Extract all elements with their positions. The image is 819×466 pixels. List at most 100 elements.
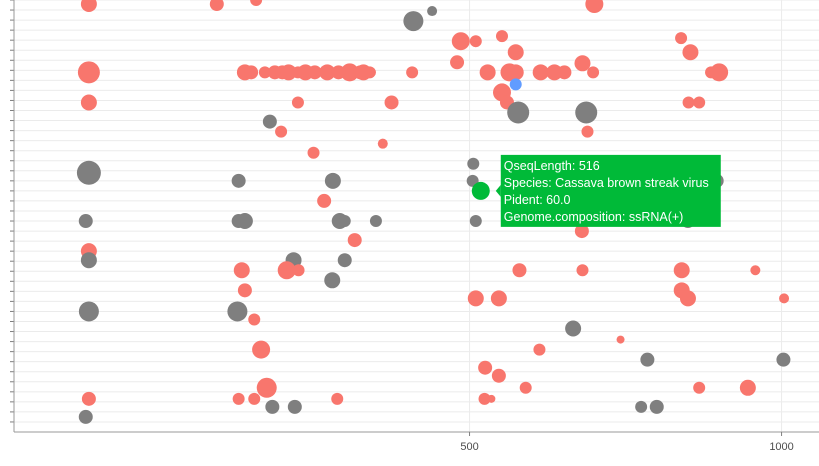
data-point[interactable] (471, 181, 490, 200)
data-point[interactable] (231, 173, 246, 188)
data-point[interactable] (232, 392, 245, 405)
data-point[interactable] (333, 66, 346, 79)
data-point[interactable] (507, 64, 524, 81)
data-point[interactable] (576, 264, 589, 277)
data-point[interactable] (258, 66, 271, 79)
data-point[interactable] (78, 214, 93, 229)
data-point[interactable] (587, 66, 600, 79)
data-point[interactable] (574, 224, 589, 239)
data-point[interactable] (512, 263, 527, 278)
data-point[interactable] (324, 172, 341, 189)
data-point[interactable] (275, 125, 288, 138)
data-point[interactable] (532, 64, 549, 81)
data-point[interactable] (649, 399, 664, 414)
data-point[interactable] (77, 61, 100, 84)
data-point[interactable] (779, 293, 790, 304)
data-point[interactable] (248, 313, 261, 326)
data-point[interactable] (776, 352, 791, 367)
data-point[interactable] (355, 64, 372, 81)
data-point[interactable] (80, 252, 97, 269)
data-point[interactable] (76, 160, 101, 185)
data-point[interactable] (565, 320, 582, 337)
data-point[interactable] (616, 335, 625, 344)
data-point[interactable] (80, 0, 97, 13)
data-point[interactable] (250, 0, 263, 6)
tooltip-line: Genome.composition: ssRNA(+) (504, 210, 684, 224)
data-point[interactable] (546, 64, 563, 81)
data-point[interactable] (635, 400, 648, 413)
data-point[interactable] (739, 379, 756, 396)
data-point[interactable] (575, 101, 598, 124)
data-point[interactable] (337, 253, 352, 268)
data-point[interactable] (369, 215, 382, 228)
data-point[interactable] (324, 272, 341, 289)
data-point[interactable] (585, 0, 604, 14)
data-point[interactable] (80, 94, 97, 111)
data-point[interactable] (533, 343, 546, 356)
data-point[interactable] (280, 64, 297, 81)
tooltip-line: Pident: 60.0 (504, 193, 571, 207)
data-point[interactable] (574, 55, 591, 72)
data-point[interactable] (291, 96, 304, 109)
data-point[interactable] (640, 352, 655, 367)
data-point[interactable] (307, 65, 322, 80)
data-point[interactable] (292, 264, 305, 277)
data-point[interactable] (331, 392, 344, 405)
data-point[interactable] (557, 65, 572, 80)
data-point[interactable] (427, 6, 438, 17)
data-point[interactable] (682, 96, 695, 109)
data-point[interactable] (347, 233, 362, 248)
data-point[interactable] (252, 340, 271, 359)
data-point[interactable] (469, 35, 482, 48)
data-point[interactable] (467, 157, 480, 170)
data-point[interactable] (478, 392, 491, 405)
data-point[interactable] (679, 290, 696, 307)
data-point[interactable] (469, 215, 482, 228)
data-point[interactable] (478, 360, 493, 375)
data-point[interactable] (338, 215, 351, 228)
data-point[interactable] (78, 301, 99, 322)
data-point[interactable] (673, 262, 690, 279)
data-point[interactable] (450, 55, 465, 70)
data-point[interactable] (487, 394, 496, 403)
data-point[interactable] (265, 399, 280, 414)
data-point[interactable] (317, 193, 332, 208)
data-point[interactable] (233, 262, 250, 279)
data-point[interactable] (81, 391, 96, 406)
data-point[interactable] (675, 32, 688, 45)
data-point[interactable] (384, 95, 399, 110)
data-point[interactable] (277, 261, 296, 280)
data-point[interactable] (693, 96, 706, 109)
data-point[interactable] (403, 11, 424, 32)
data-point[interactable] (248, 392, 261, 405)
data-point[interactable] (451, 32, 470, 51)
data-point[interactable] (479, 64, 496, 81)
data-point[interactable] (406, 66, 419, 79)
data-point[interactable] (495, 30, 508, 43)
data-point[interactable] (256, 377, 277, 398)
data-point[interactable] (750, 265, 761, 276)
data-point[interactable] (244, 65, 259, 80)
data-point[interactable] (377, 138, 388, 149)
data-point[interactable] (287, 399, 302, 414)
data-point[interactable] (467, 290, 484, 307)
data-point[interactable] (710, 63, 729, 82)
data-point[interactable] (262, 114, 277, 129)
data-point[interactable] (519, 381, 532, 394)
data-point[interactable] (209, 0, 224, 12)
data-point[interactable] (236, 213, 253, 230)
data-point[interactable] (491, 368, 506, 383)
data-point[interactable] (693, 381, 706, 394)
data-point[interactable] (319, 64, 336, 81)
data-point[interactable] (227, 301, 248, 322)
data-point[interactable] (237, 283, 252, 298)
data-point[interactable] (340, 63, 359, 82)
data-point[interactable] (490, 290, 507, 307)
data-point[interactable] (507, 44, 524, 61)
data-point[interactable] (307, 146, 320, 159)
data-point[interactable] (682, 44, 699, 61)
data-point[interactable] (509, 78, 522, 91)
data-point[interactable] (581, 125, 594, 138)
data-point[interactable] (507, 101, 530, 124)
data-point[interactable] (78, 409, 93, 424)
